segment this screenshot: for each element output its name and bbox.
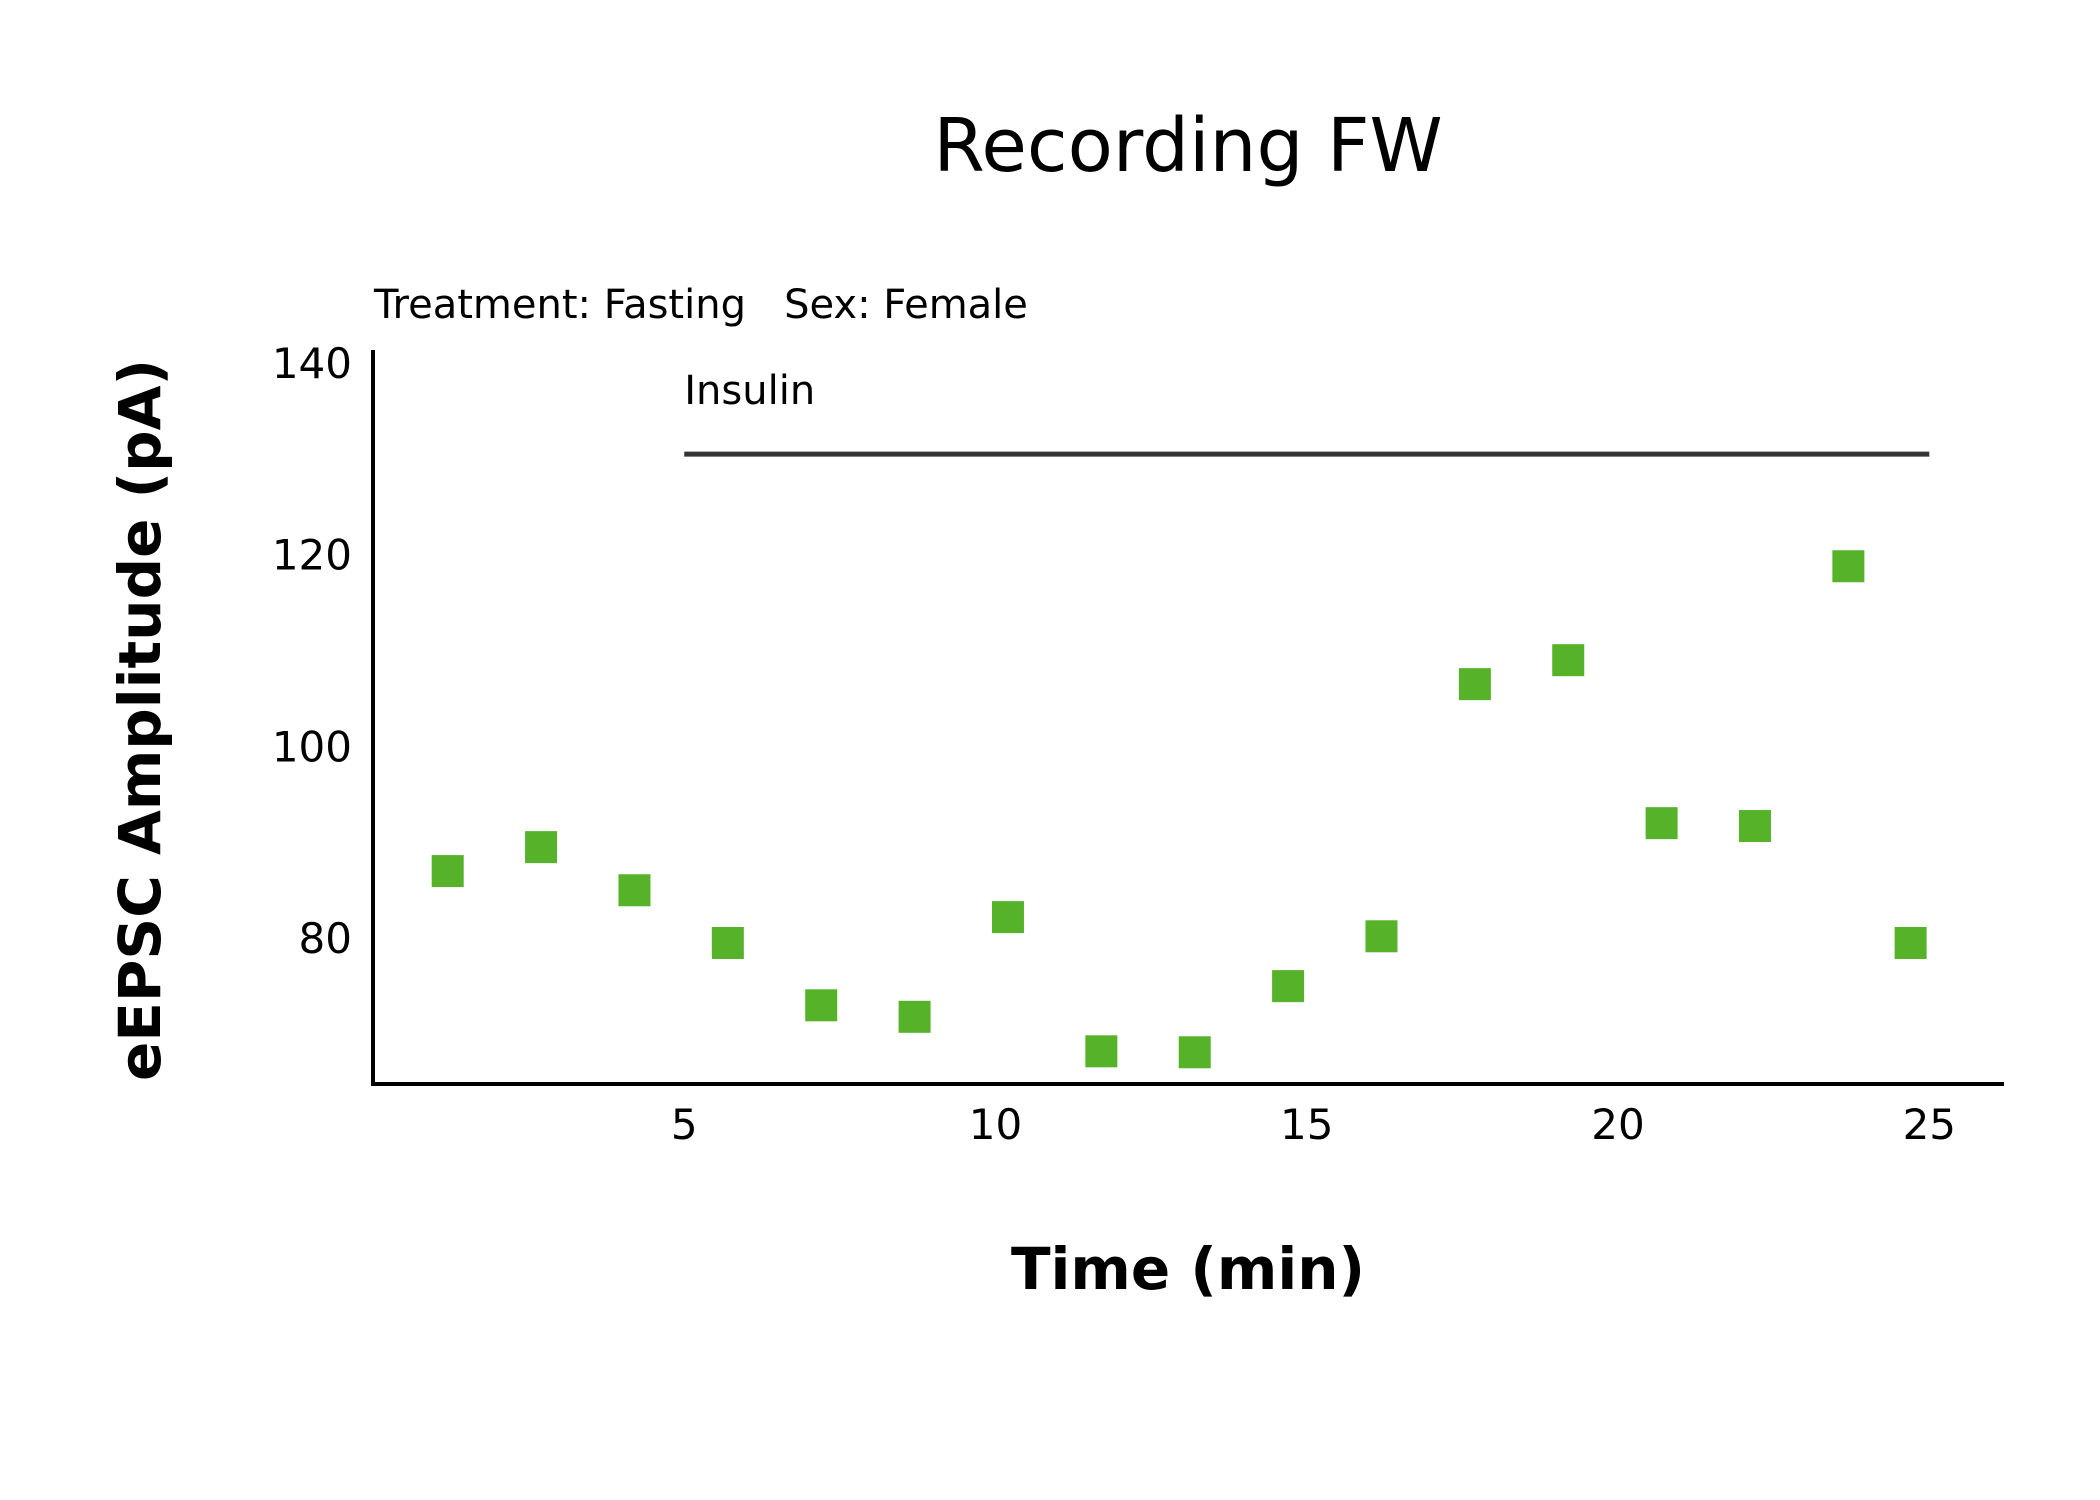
data-point [1645, 807, 1678, 840]
data-point [1178, 1036, 1211, 1069]
x-tick-label: 5 [671, 1100, 698, 1149]
y-tick-label: 80 [299, 914, 352, 963]
y-axis-label: eEPSC Amplitude (pA) [106, 359, 174, 1081]
data-point [1738, 810, 1771, 843]
data-point [525, 831, 558, 864]
x-tick-label: 20 [1591, 1100, 1644, 1149]
data-point [431, 855, 464, 888]
y-tick-labels: 80 100 120 140 [272, 339, 352, 963]
data-point [1085, 1035, 1118, 1068]
y-tick-label: 120 [272, 531, 352, 580]
chart-title: Recording FW [933, 103, 1442, 189]
data-point [1832, 550, 1865, 583]
data-point [1894, 926, 1927, 959]
data-points [431, 550, 1927, 1069]
insulin-label: Insulin [684, 368, 815, 414]
data-point [618, 874, 651, 907]
x-tick-label: 25 [1903, 1100, 1956, 1149]
data-point [1552, 644, 1585, 677]
data-point [991, 901, 1024, 934]
x-tick-labels: 5 10 15 20 25 [671, 1100, 1956, 1149]
x-axis-label: Time (min) [1011, 1235, 1365, 1303]
data-point [898, 1000, 931, 1033]
y-tick-label: 140 [272, 339, 352, 388]
data-point [1272, 970, 1305, 1003]
chart-subtitle: Treatment: Fasting Sex: Female [373, 282, 1028, 328]
data-point [711, 926, 744, 959]
data-point [1458, 668, 1491, 701]
x-tick-label: 15 [1280, 1100, 1333, 1149]
y-tick-label: 100 [272, 722, 352, 771]
data-point [1365, 920, 1398, 953]
x-tick-label: 10 [969, 1100, 1022, 1149]
data-point [805, 989, 838, 1022]
